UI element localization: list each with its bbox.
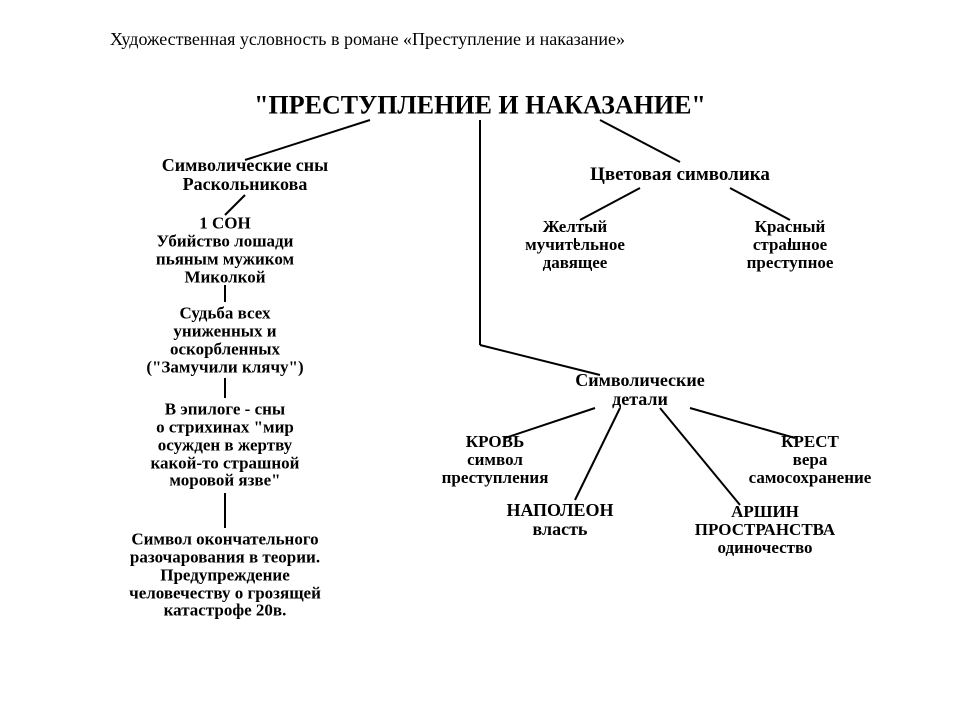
node-root: "ПРЕСТУПЛЕНИЕ И НАКАЗАНИЕ"	[254, 91, 706, 118]
node-red: Красный страшное преступное	[747, 218, 834, 272]
node-cross: КРЕСТ вера самосохранение	[749, 433, 872, 487]
edge-color_to_r	[730, 188, 790, 220]
node-yellow: Желтый мучительное давящее	[525, 218, 625, 272]
node-fate: Судьба всех униженных и оскорбленных ("З…	[146, 304, 303, 375]
node-details: Символические детали	[575, 371, 705, 409]
edge-det_to_arsh	[660, 408, 740, 505]
node-napoleon: НАПОЛЕОН власть	[506, 501, 613, 539]
node-epilog: В эпилоге - сны о стрихинах "мир осужден…	[151, 400, 300, 489]
node-arshin: АРШИН ПРОСТРАНСТВА одиночество	[695, 503, 835, 557]
node-dream1: 1 СОН Убийство лошади пьяным мужиком Мик…	[156, 214, 294, 285]
edge-dreams_to_1	[225, 195, 245, 215]
edge-color_to_y	[580, 188, 640, 220]
edge-root_b_left	[245, 120, 370, 160]
node-dreams: Символические сны Раскольникова	[162, 156, 328, 194]
node-color: Цветовая символика	[590, 165, 770, 185]
edge-root_b_right	[600, 120, 680, 162]
edge-det_to_nap	[575, 408, 620, 500]
node-symbol: Символ окончательного разочарования в те…	[129, 530, 321, 619]
node-blood: КРОВЬ символ преступления	[442, 433, 549, 487]
